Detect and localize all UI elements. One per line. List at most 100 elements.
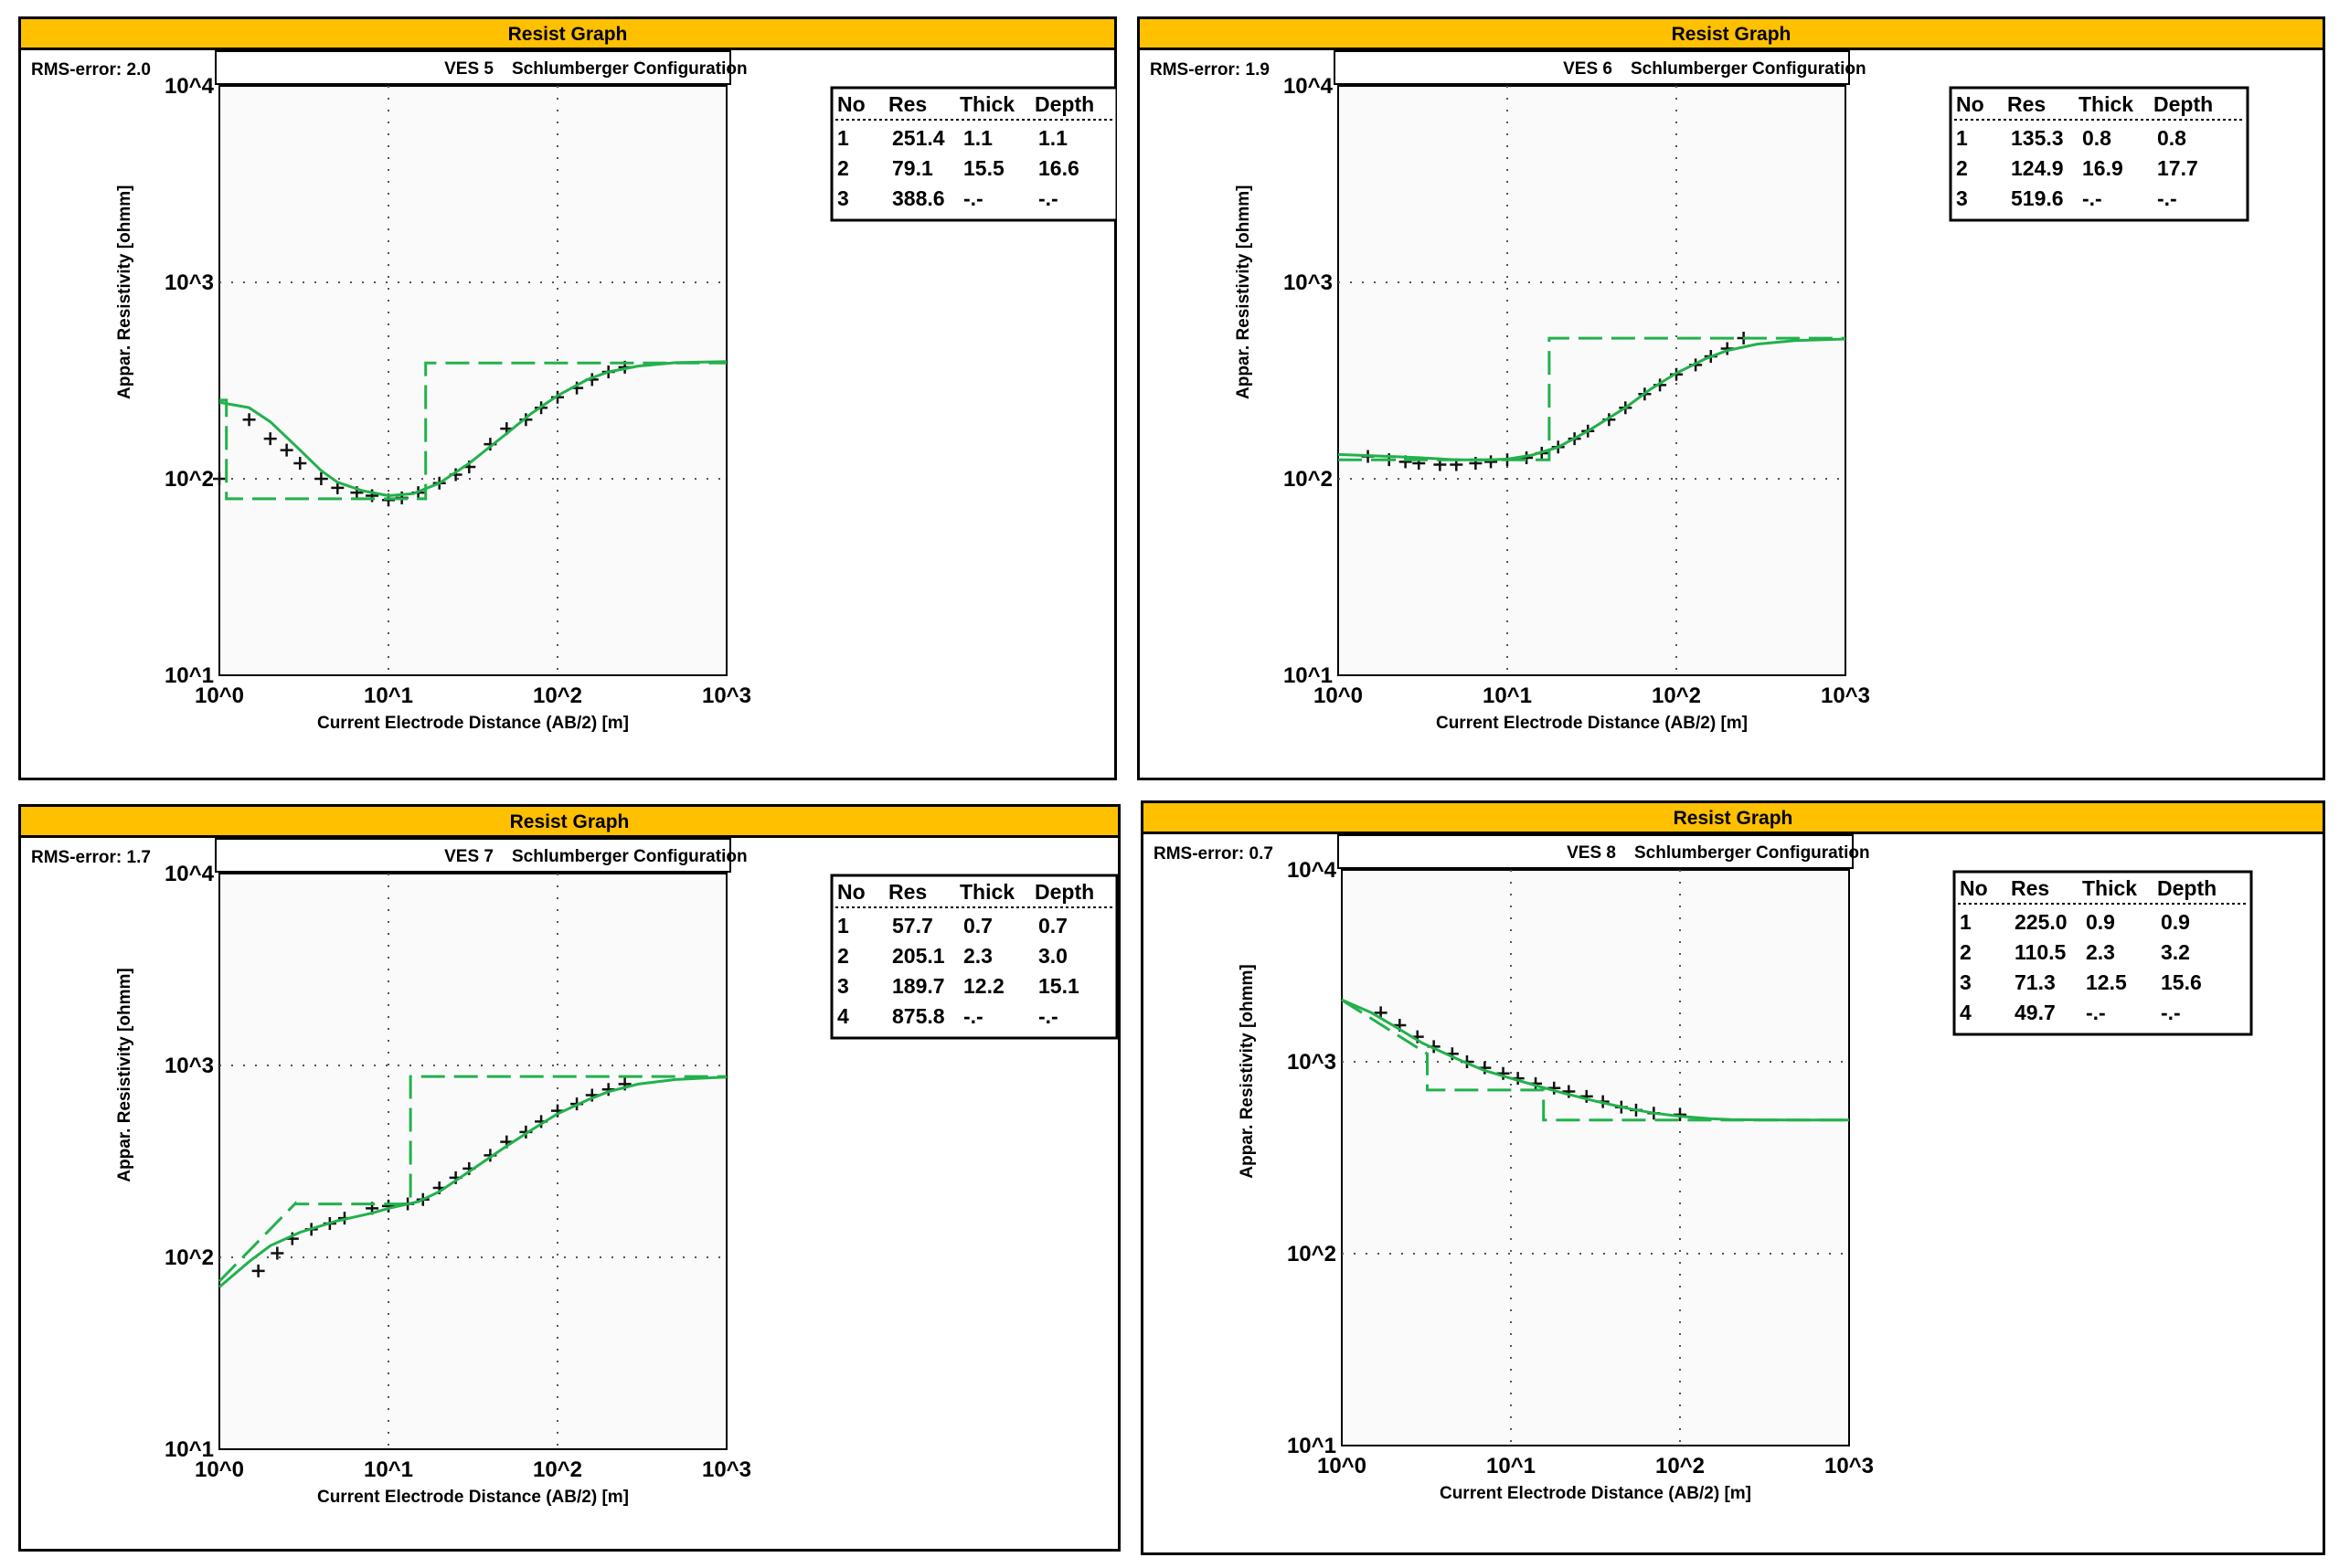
x-axis-label: Current Electrode Distance (AB/2) [m] <box>1436 714 1748 733</box>
table-cell: -.- <box>2157 186 2177 210</box>
table-cell: 3 <box>837 974 849 998</box>
table-header-thick: Thick <box>960 92 1015 116</box>
table-cell: 1.1 <box>963 126 993 150</box>
observed-point <box>251 1264 265 1277</box>
x-tick-label: 10^1 <box>364 1457 413 1482</box>
y-tick-label: 10^2 <box>1283 467 1333 492</box>
table-cell: 0.8 <box>2082 126 2111 150</box>
observed-point <box>242 413 256 427</box>
table-cell: 2 <box>1960 940 1972 964</box>
x-tick-label: 10^2 <box>1652 683 1701 708</box>
resist-graph-window-ves6: Resist Graph RMS-error: 1.9 VES 6 Schlumber… <box>1137 16 2325 780</box>
resist-graph-svg: Resist Graph RMS-error: 1.9 VES 6 Schlumber… <box>1137 16 2325 780</box>
table-cell: 3 <box>837 186 849 210</box>
table-header-depth: Depth <box>2157 876 2217 900</box>
y-axis-label: Appar. Resistivity [ohmm] <box>1238 964 1257 1178</box>
table-cell: 2 <box>837 156 849 180</box>
chart-title-config: Schlumberger Configuration <box>512 59 748 79</box>
table-cell: 875.8 <box>892 1004 945 1028</box>
x-tick-label: 10^3 <box>1824 1454 1874 1478</box>
table-cell: -.- <box>963 186 983 210</box>
chart-header-box <box>1337 834 1854 869</box>
observed-point <box>1484 455 1498 469</box>
y-tick-label: 10^2 <box>165 467 214 492</box>
chart-header-box <box>215 838 731 873</box>
y-axis-label: Appar. Resistivity [ohmm] <box>115 185 134 399</box>
table-cell: 135.3 <box>2011 126 2064 150</box>
observed-point <box>314 472 328 485</box>
table-cell: 71.3 <box>2015 970 2056 994</box>
y-tick-label: 10^4 <box>1283 74 1334 99</box>
chart-title-ves: VES 5 <box>444 59 494 79</box>
table-cell: 15.6 <box>2161 970 2202 994</box>
table-cell: -.- <box>2086 1001 2106 1024</box>
table-cell: -.- <box>1038 1004 1058 1028</box>
chart-header-box <box>1334 50 1850 85</box>
table-cell: 0.8 <box>2157 126 2186 150</box>
x-axis-label: Current Electrode Distance (AB/2) [m] <box>317 1488 629 1507</box>
table-cell: 0.7 <box>1038 914 1068 938</box>
resist-graph-svg: Resist Graph RMS-error: 2.0 VES 5 Schlumber… <box>18 16 1119 780</box>
table-cell: 3 <box>1960 970 1972 994</box>
table-cell: 1.1 <box>1038 126 1068 150</box>
table-cell: 79.1 <box>892 156 933 180</box>
table-cell: 251.4 <box>892 126 945 150</box>
rms-error: RMS-error: 1.7 <box>31 848 151 867</box>
rms-error: RMS-error: 1.9 <box>1150 60 1270 79</box>
table-cell: 1 <box>837 126 849 150</box>
rms-error: RMS-error: 0.7 <box>1154 844 1273 863</box>
table-cell: 16.9 <box>2082 156 2123 180</box>
resist-graph-svg: Resist Graph RMS-error: 1.7 VES 7 Schlumber… <box>18 804 1121 1552</box>
observed-point <box>1579 1089 1593 1103</box>
x-tick-label: 10^1 <box>1483 683 1532 708</box>
table-cell: 4 <box>837 1004 849 1028</box>
table-cell: -.- <box>963 1004 983 1028</box>
table-cell: 0.7 <box>963 914 993 938</box>
y-tick-label: 10^2 <box>165 1245 214 1270</box>
layer-model-line <box>1341 999 1849 1122</box>
resist-graph-window-ves7: Resist Graph RMS-error: 1.7 VES 7 Schlumber… <box>18 804 1121 1552</box>
resist-graph-window-ves8: Resist Graph RMS-error: 0.7 VES 8 Schlumber… <box>1141 800 2325 1555</box>
y-tick-label: 10^3 <box>165 270 214 295</box>
layer-table <box>1949 86 2249 222</box>
x-tick-label: 10^0 <box>1317 1454 1366 1478</box>
table-header-no: No <box>837 880 866 904</box>
table-cell: 3.0 <box>1038 944 1068 968</box>
table-header-no: No <box>1956 92 1984 116</box>
table-cell: -.- <box>1038 186 1058 210</box>
table-cell: 4 <box>1960 1001 1972 1024</box>
x-tick-label: 10^3 <box>1821 683 1870 708</box>
y-tick-label: 10^1 <box>165 663 214 688</box>
table-header-depth: Depth <box>2153 92 2213 116</box>
table-header-no: No <box>1960 876 1988 900</box>
table-cell: 189.7 <box>892 974 945 998</box>
window-title: Resist Graph <box>1674 808 1793 829</box>
chart-title-config: Schlumberger Configuration <box>1631 59 1866 79</box>
y-axis-label: Appar. Resistivity [ohmm] <box>1234 185 1253 399</box>
plot-area <box>1341 869 1850 1446</box>
chart-title-ves: VES 7 <box>444 847 494 866</box>
table-cell: 0.9 <box>2161 910 2190 934</box>
y-tick-label: 10^1 <box>1283 663 1333 688</box>
x-tick-label: 10^3 <box>702 1457 751 1482</box>
table-cell: 225.0 <box>2015 910 2068 934</box>
table-header-res: Res <box>888 880 927 904</box>
table-cell: 110.5 <box>2015 940 2066 964</box>
table-cell: 205.1 <box>892 944 945 968</box>
table-cell: 57.7 <box>892 914 933 938</box>
window-title: Resist Graph <box>508 24 628 45</box>
chart-title-ves: VES 6 <box>1563 59 1612 79</box>
chart-title-ves: VES 8 <box>1567 843 1616 863</box>
table-cell: 15.5 <box>963 156 1005 180</box>
y-tick-label: 10^3 <box>1287 1050 1336 1075</box>
x-tick-label: 10^1 <box>364 683 413 708</box>
rms-error: RMS-error: 2.0 <box>31 60 151 79</box>
table-cell: 15.1 <box>1038 974 1079 998</box>
table-cell: 3.2 <box>2161 940 2190 964</box>
plot-area <box>218 85 728 676</box>
y-tick-label: 10^3 <box>1283 270 1333 295</box>
title-bar <box>1141 800 2325 834</box>
table-header-thick: Thick <box>2079 92 2133 116</box>
table-header-thick: Thick <box>2082 876 2137 900</box>
x-tick-label: 10^2 <box>1655 1454 1705 1478</box>
